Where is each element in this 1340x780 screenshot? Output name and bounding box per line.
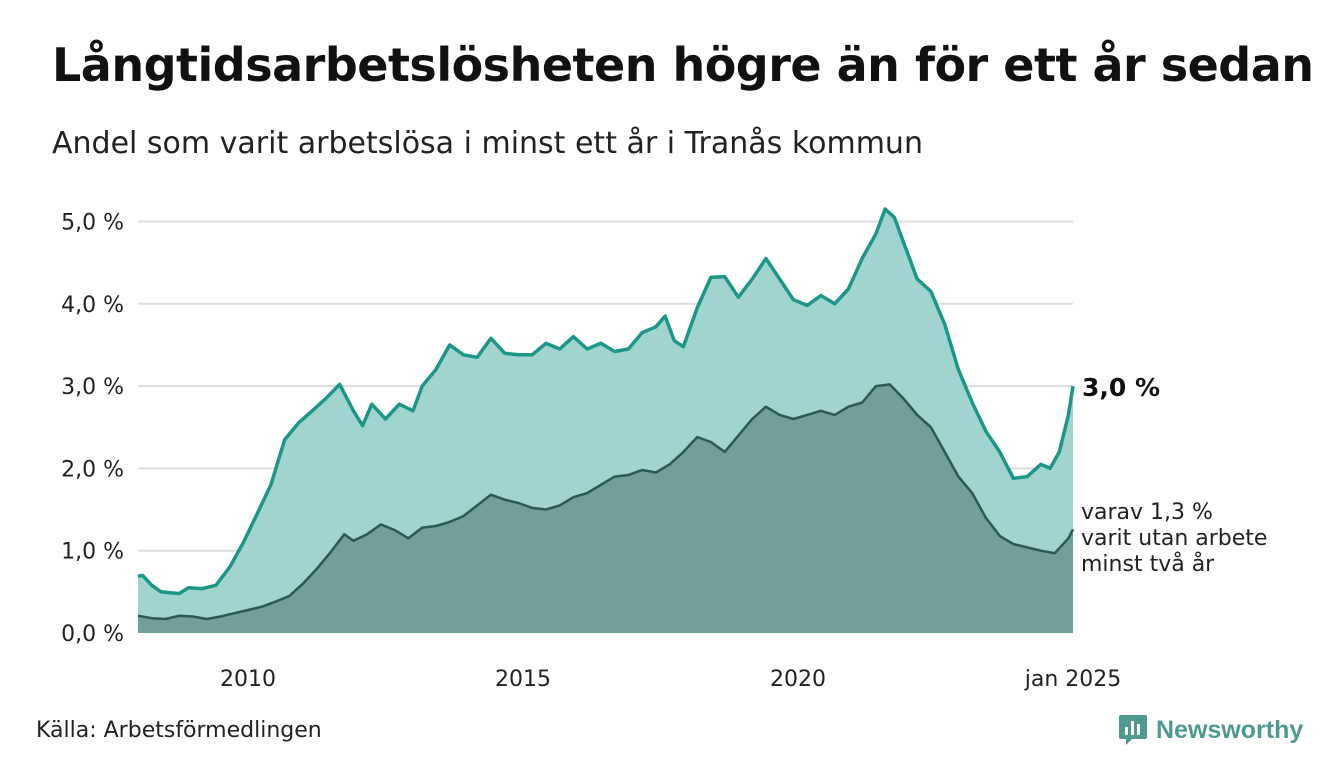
x-tick-label: 2020 <box>770 667 826 692</box>
longterm-end-label-line: minst två år <box>1081 551 1215 577</box>
x-tick-label: jan 2025 <box>1024 667 1122 692</box>
x-tick-label: 2015 <box>495 667 551 692</box>
chart-title: Långtidsarbetslösheten högre än för ett … <box>52 38 1314 92</box>
longterm-end-label: varav 1,3 % varit utan arbete minst två år <box>1081 500 1267 577</box>
y-tick-label: 4,0 % <box>61 293 124 318</box>
longterm-line <box>137 383 1075 621</box>
y-tick-label: 3,0 % <box>61 375 124 400</box>
y-tick-label: 0,0 % <box>61 622 124 647</box>
chart-subtitle: Andel som varit arbetslösa i minst ett å… <box>52 126 923 161</box>
longterm-end-label-line: varit utan arbete <box>1081 526 1267 551</box>
total-line <box>137 207 1075 596</box>
y-tick-label: 2,0 % <box>61 457 124 482</box>
end-labels: 3,0 % varav 1,3 % varit utan arbete minst t… <box>1081 373 1267 577</box>
y-tick-label: 1,0 % <box>61 540 124 565</box>
longterm-end-label-line: varav 1,3 % <box>1081 500 1213 525</box>
x-axis-ticks: 2010 2015 2020 jan 2025 <box>220 667 1121 692</box>
y-tick-label: 5,0 % <box>61 210 124 235</box>
longterm-area <box>138 384 1073 633</box>
y-axis-ticks: 0,0 % 1,0 % 2,0 % 3,0 % 4,0 % 5,0 % <box>61 210 124 647</box>
source-note: Källa: Arbetsförmedlingen <box>36 718 322 743</box>
total-end-label: 3,0 % <box>1082 373 1160 402</box>
x-tick-label: 2010 <box>220 667 276 692</box>
bar-chart-speech-bubble-icon <box>1119 715 1147 745</box>
brand-name: Newsworthy <box>1156 715 1304 744</box>
brand-logo: Newsworthy <box>1118 712 1303 748</box>
